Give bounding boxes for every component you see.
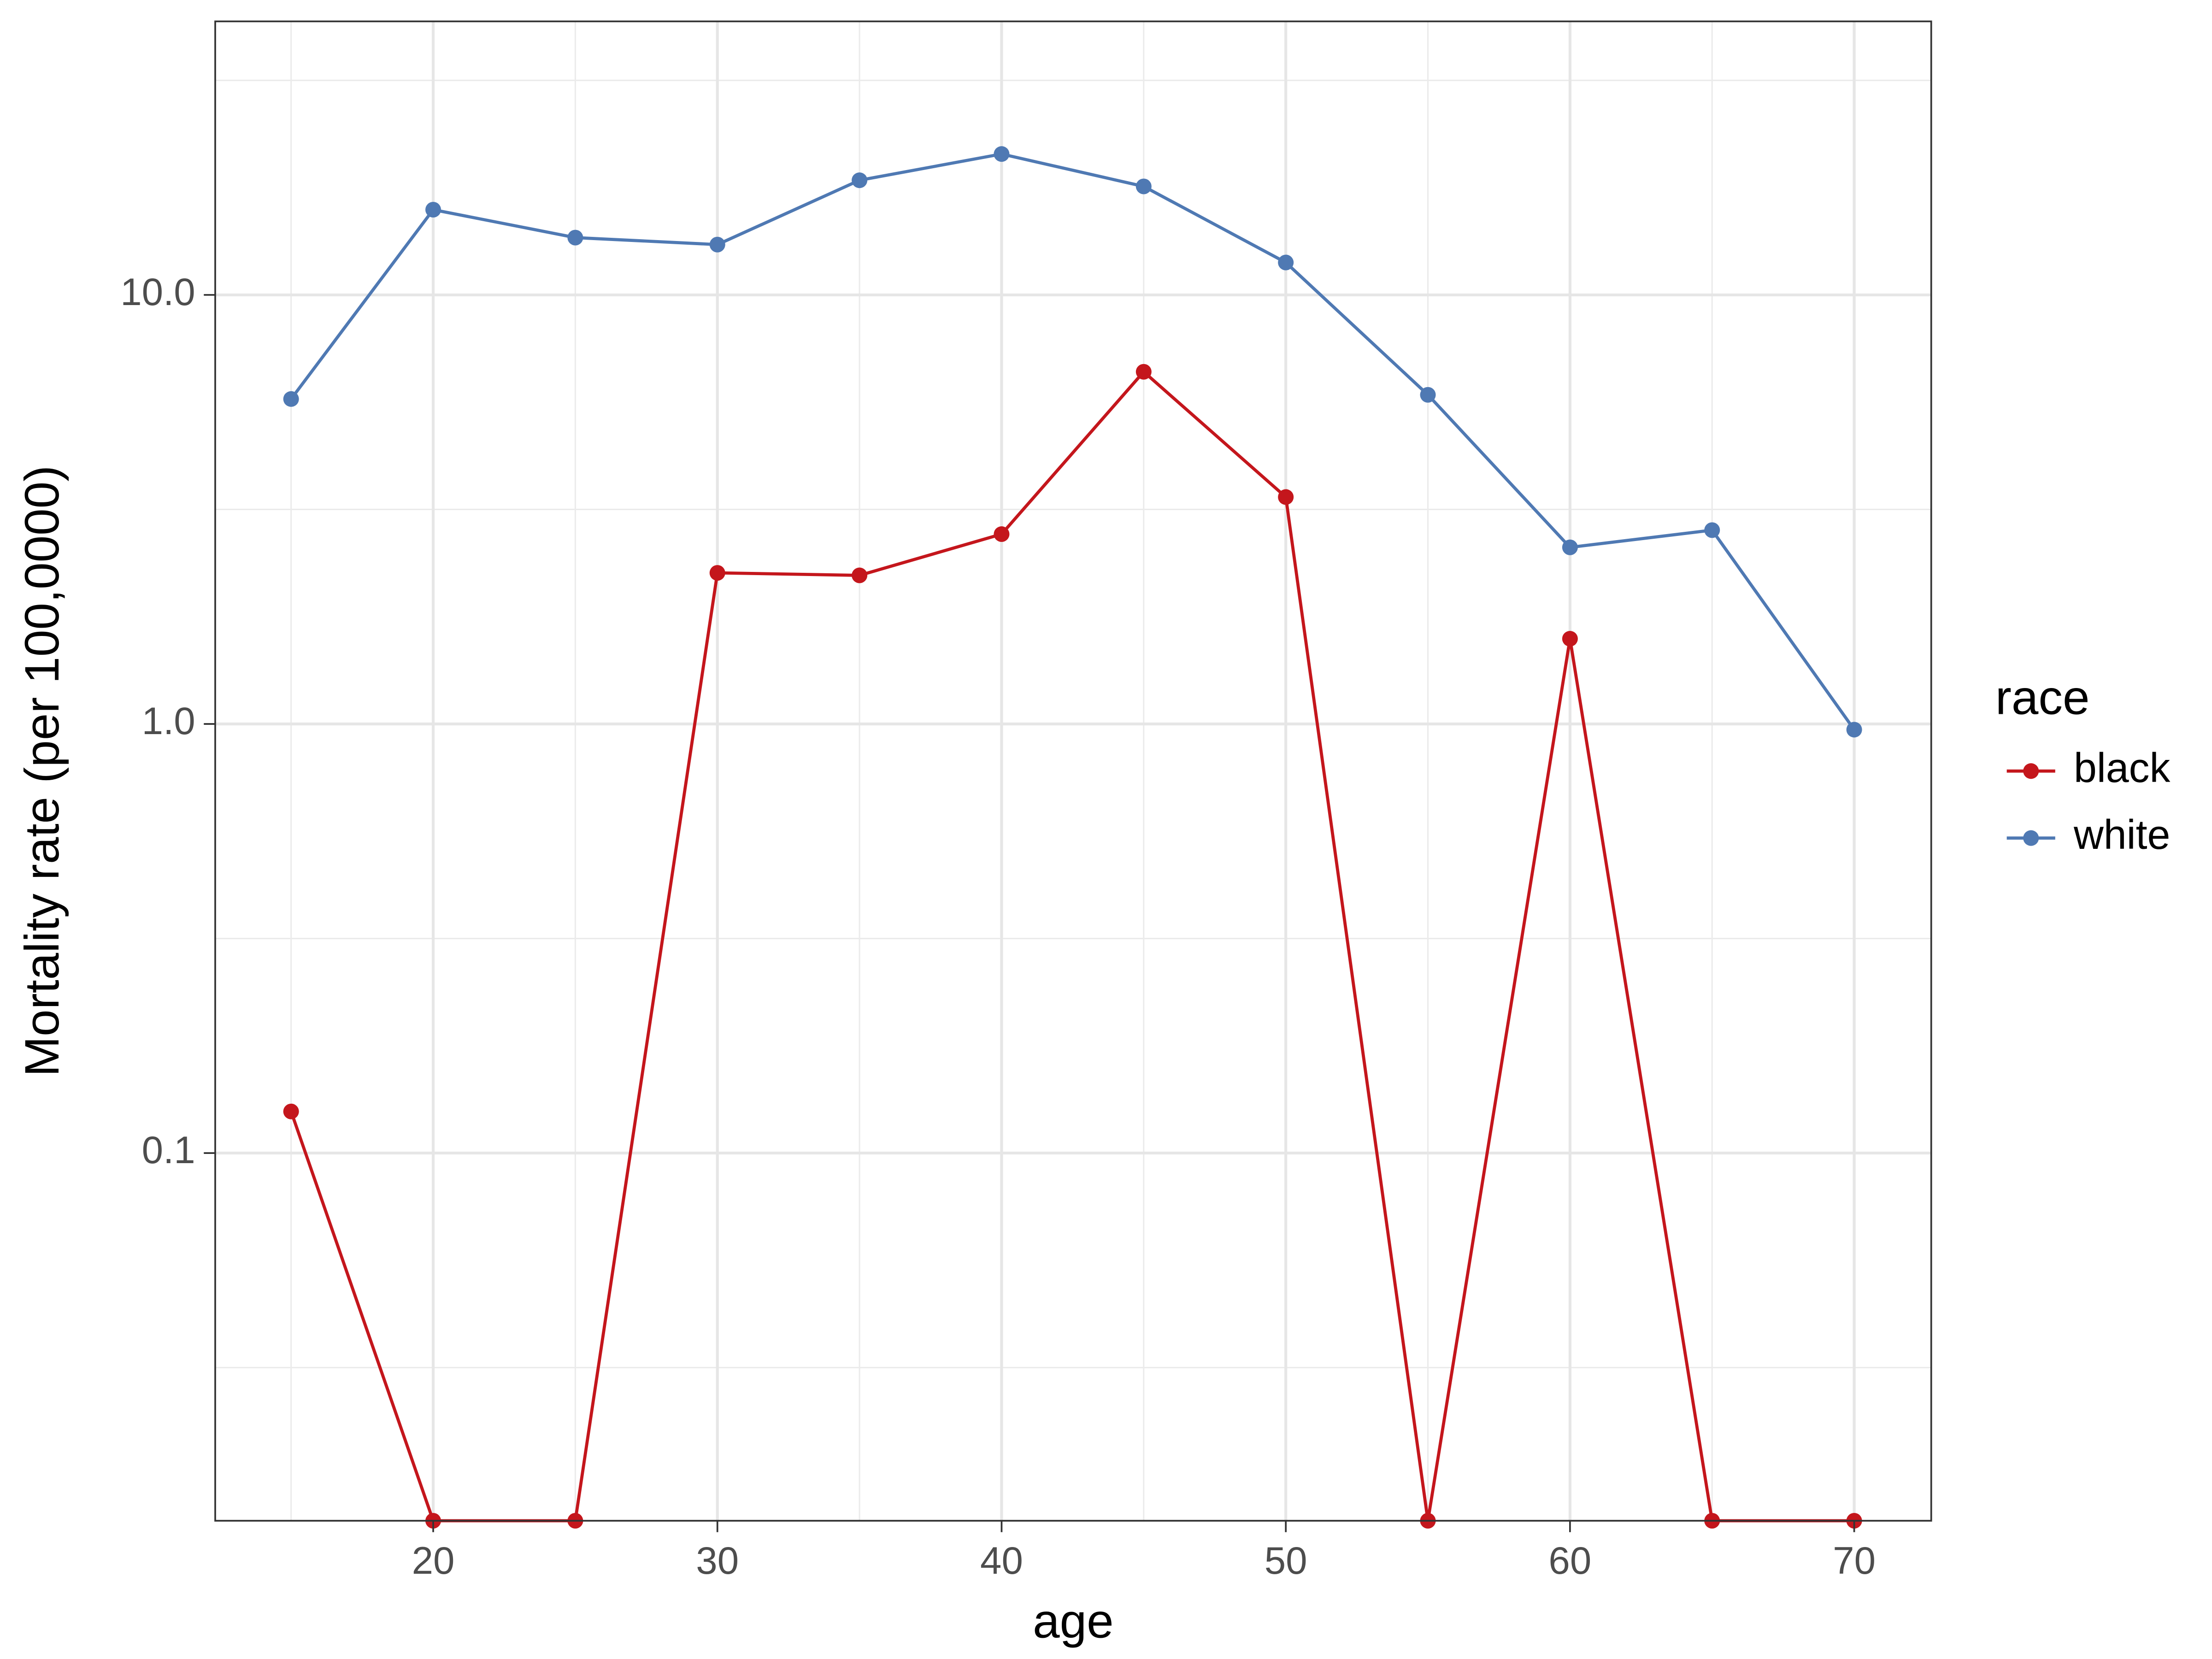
data-point xyxy=(1135,364,1152,380)
y-tick-label: 0.1 xyxy=(142,1128,195,1171)
data-point xyxy=(994,146,1010,162)
marks xyxy=(283,146,1862,1529)
data-point xyxy=(709,236,725,253)
data-point xyxy=(567,229,583,246)
x-tick-label: 20 xyxy=(412,1539,455,1582)
y-tick-label: 1.0 xyxy=(142,699,195,742)
legend-label: black xyxy=(2074,745,2171,791)
legend-key-point xyxy=(2023,830,2039,846)
data-point xyxy=(1562,539,1578,555)
panel-border xyxy=(214,20,1932,1522)
x-tick-label: 50 xyxy=(1265,1539,1307,1582)
y-tick-label: 10.0 xyxy=(120,270,195,313)
legend-title: race xyxy=(1995,671,2090,724)
data-point xyxy=(283,1103,299,1119)
data-point xyxy=(425,201,441,218)
data-point xyxy=(709,565,725,581)
data-point xyxy=(1135,178,1152,194)
data-point xyxy=(1704,522,1720,538)
x-tick-label: 60 xyxy=(1548,1539,1591,1582)
data-point xyxy=(852,567,868,583)
data-point xyxy=(1846,722,1862,738)
data-point xyxy=(1278,489,1294,505)
x-tick-label: 40 xyxy=(980,1539,1023,1582)
data-point xyxy=(1278,254,1294,271)
y-axis-label: Mortality rate (per 100,0000) xyxy=(15,465,69,1077)
legend-label: white xyxy=(2073,812,2170,858)
series-line xyxy=(289,152,1856,731)
x-tick-label: 30 xyxy=(696,1539,739,1582)
data-point xyxy=(1562,631,1578,647)
data-point xyxy=(1420,387,1436,403)
x-tick-label: 70 xyxy=(1833,1539,1876,1582)
x-axis-label: age xyxy=(1033,1594,1113,1648)
grid xyxy=(215,21,1931,1521)
legend-key-point xyxy=(2023,763,2039,779)
data-point xyxy=(994,526,1010,542)
data-point xyxy=(852,172,868,188)
data-point xyxy=(283,391,299,407)
